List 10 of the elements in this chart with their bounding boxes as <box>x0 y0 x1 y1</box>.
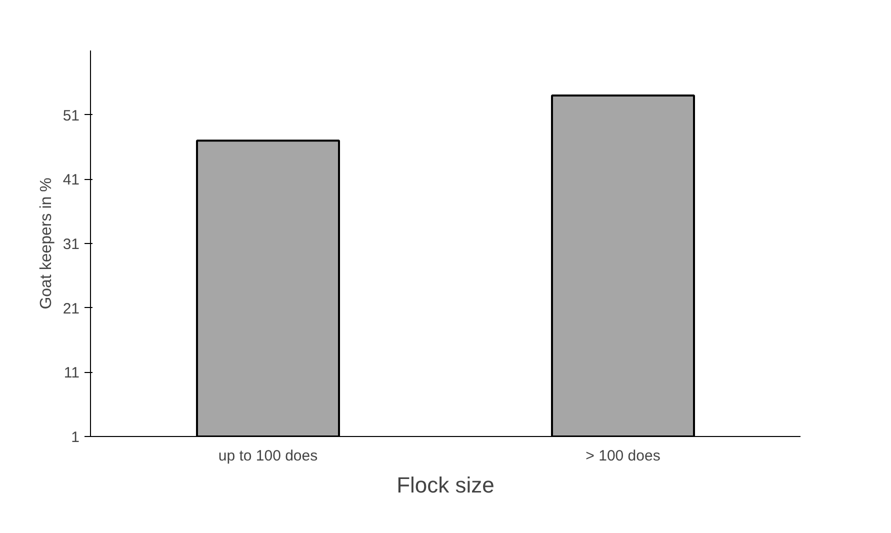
y-axis-title: Goat keepers in % <box>38 178 55 310</box>
x-tick-label: > 100 does <box>586 448 660 464</box>
y-tick-label: 11 <box>64 364 80 382</box>
y-tick-label: 21 <box>62 300 80 318</box>
y-tick-label: 51 <box>62 107 80 124</box>
y-tick-label: 31 <box>62 236 80 253</box>
y-tick-label: 41 <box>62 172 80 189</box>
x-axis-title: Flock size <box>396 472 494 498</box>
x-tick-label: up to 100 does <box>218 448 318 464</box>
y-tick-label: 1 <box>71 429 80 446</box>
